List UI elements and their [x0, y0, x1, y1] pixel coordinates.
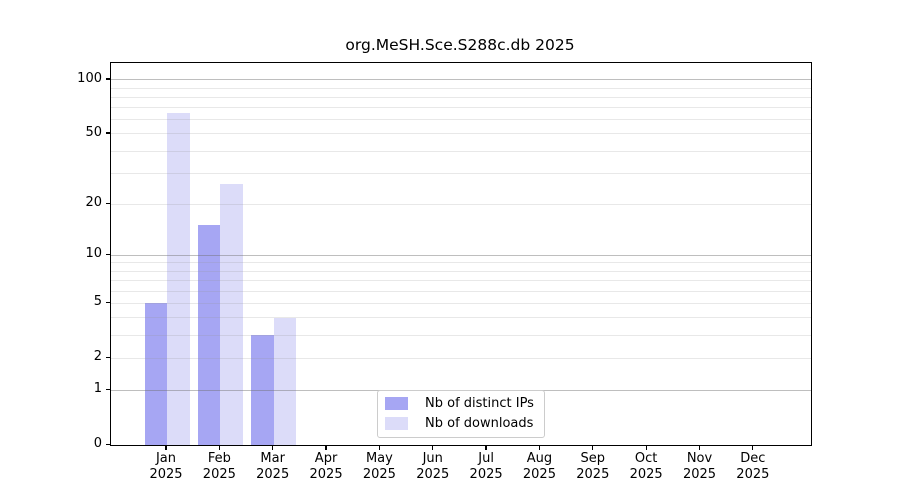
gridline-minor-40 [111, 150, 811, 152]
bar-distinct-ips-feb [197, 225, 221, 445]
y-tick-mark-0 [105, 443, 110, 445]
legend-label-downloads: Nb of downloads [425, 415, 534, 431]
gridline-minor-50 [111, 133, 811, 135]
x-tick-label-sep: Sep 2025 [576, 451, 610, 482]
chart-title: org.MeSH.Sce.S288c.db 2025 [345, 36, 575, 54]
x-tick-label-oct: Oct 2025 [629, 451, 663, 482]
x-tick-label-nov: Nov 2025 [682, 451, 717, 482]
y-tick-label-0: 0 [93, 436, 102, 452]
plot-area [110, 62, 812, 446]
bar-downloads-jan [167, 113, 190, 445]
bars-layer [111, 63, 811, 445]
gridline-minor-6 [111, 290, 811, 292]
legend-item-downloads: Nb of downloads [385, 416, 536, 432]
x-tick-label-aug: Aug 2025 [522, 451, 556, 482]
x-tick-mark-dec [752, 445, 754, 451]
y-tick-label-20: 20 [85, 195, 102, 211]
y-tick-label-50: 50 [85, 124, 102, 140]
y-tick-label-1: 1 [93, 381, 102, 397]
legend-item-distinct-ips: Nb of distinct IPs [385, 396, 536, 412]
y-tick-mark-1 [105, 388, 110, 391]
gridline-major-10 [111, 254, 811, 256]
x-tick-mark-jan [165, 445, 167, 451]
bar-downloads-feb [220, 184, 243, 445]
gridline-minor-3 [111, 335, 811, 337]
gridline-minor-20 [111, 203, 811, 205]
gridline-minor-2 [111, 357, 811, 359]
legend-label-distinct-ips: Nb of distinct IPs [425, 395, 534, 411]
gridline-minor-60 [111, 119, 811, 121]
x-tick-mark-mar [272, 445, 274, 451]
y-tick-mark-50 [105, 132, 110, 134]
gridline-minor-4 [111, 317, 811, 319]
gridline-minor-5 [111, 302, 811, 304]
x-tick-mark-aug [538, 445, 541, 451]
x-tick-mark-apr [325, 445, 327, 451]
x-tick-label-jan: Jan 2025 [149, 451, 183, 482]
x-tick-mark-may [378, 445, 381, 451]
y-tick-label-10: 10 [85, 246, 102, 262]
y-tick-mark-2 [105, 356, 110, 358]
y-tick-label-2: 2 [93, 349, 102, 365]
x-tick-mark-nov [698, 445, 701, 451]
gridline-minor-7 [111, 280, 811, 282]
y-tick-label-100: 100 [77, 70, 102, 86]
x-tick-mark-jul [485, 445, 487, 451]
gridline-minor-8 [111, 270, 811, 272]
gridline-major-100 [111, 79, 811, 81]
y-tick-mark-100 [105, 78, 110, 80]
gridline-minor-70 [111, 107, 811, 109]
x-tick-mark-jun [432, 445, 434, 451]
x-tick-label-feb: Feb 2025 [202, 451, 236, 482]
x-tick-mark-feb [218, 445, 220, 451]
gridline-minor-9 [111, 262, 811, 264]
gridline-minor-80 [111, 96, 811, 98]
bar-distinct-ips-mar [251, 335, 274, 445]
y-tick-mark-10 [105, 253, 110, 256]
x-tick-label-jul: Jul 2025 [469, 451, 503, 482]
x-tick-label-apr: Apr 2025 [309, 451, 343, 482]
bar-downloads-mar [273, 317, 297, 445]
legend-swatch-distinct-ips [385, 397, 408, 410]
x-tick-label-dec: Dec 2025 [736, 451, 770, 482]
y-tick-label-5: 5 [93, 294, 102, 310]
x-tick-mark-oct [645, 445, 647, 451]
x-tick-label-jun: Jun 2025 [416, 451, 450, 482]
bar-distinct-ips-jan [144, 303, 167, 445]
y-tick-mark-5 [105, 301, 110, 304]
gridline-minor-30 [111, 172, 811, 174]
x-tick-label-may: May 2025 [362, 451, 396, 482]
gridline-minor-90 [111, 87, 811, 89]
legend: Nb of distinct IPs Nb of downloads [377, 390, 545, 438]
y-tick-mark-20 [105, 202, 110, 204]
x-tick-mark-sep [592, 445, 594, 451]
legend-swatch-downloads [385, 417, 408, 430]
grid-layer [111, 63, 811, 445]
x-tick-label-mar: Mar 2025 [256, 451, 290, 482]
